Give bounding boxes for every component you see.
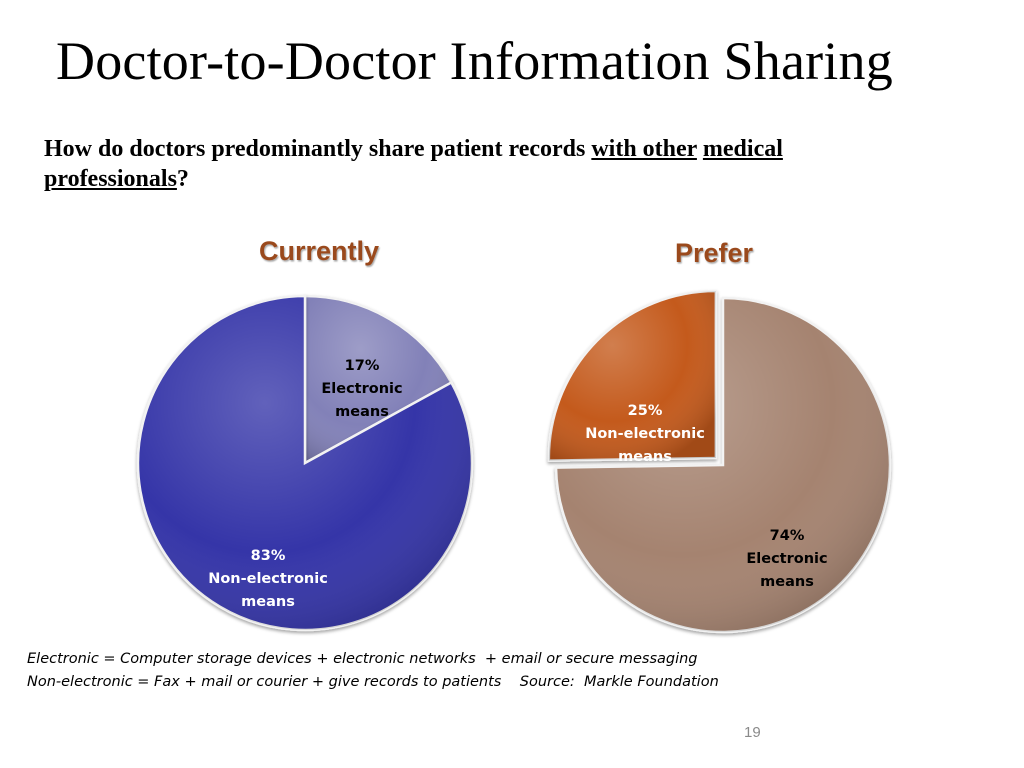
slide-title: Doctor-to-Doctor Information Sharing bbox=[56, 31, 893, 91]
footnote-non-electronic-definition: Non-electronic = Fax + mail or courier +… bbox=[27, 674, 719, 690]
slice-label: 25% Non-electronic means bbox=[585, 403, 705, 465]
chart-title: Currently bbox=[259, 236, 379, 266]
page-number: 19 bbox=[744, 724, 761, 741]
chart-title: Prefer bbox=[675, 238, 754, 268]
question-underlined-part-1: with other bbox=[591, 136, 697, 162]
pie-chart-2: Prefer 74% Electronic means 25% Non-electroni… bbox=[547, 238, 892, 634]
question-text: How do doctors predominantly share patie… bbox=[44, 136, 592, 162]
question-underlined-part-2: medical professionals bbox=[44, 136, 783, 192]
question-mark: ? bbox=[176, 166, 189, 192]
slice-label: 17% Electronic means bbox=[321, 358, 402, 420]
survey-question: How do doctors predominantly share patie… bbox=[44, 134, 904, 194]
pie-chart-1: Currently 17% Electronic means 83% Non-electr… bbox=[136, 236, 474, 632]
slice-label: 74% Electronic means bbox=[746, 528, 827, 590]
footnote-electronic-definition: Electronic = Computer storage devices + … bbox=[27, 651, 698, 667]
slice-label: 83% Non-electronic means bbox=[208, 548, 328, 610]
footnotes: Electronic = Computer storage devices + … bbox=[27, 648, 719, 694]
